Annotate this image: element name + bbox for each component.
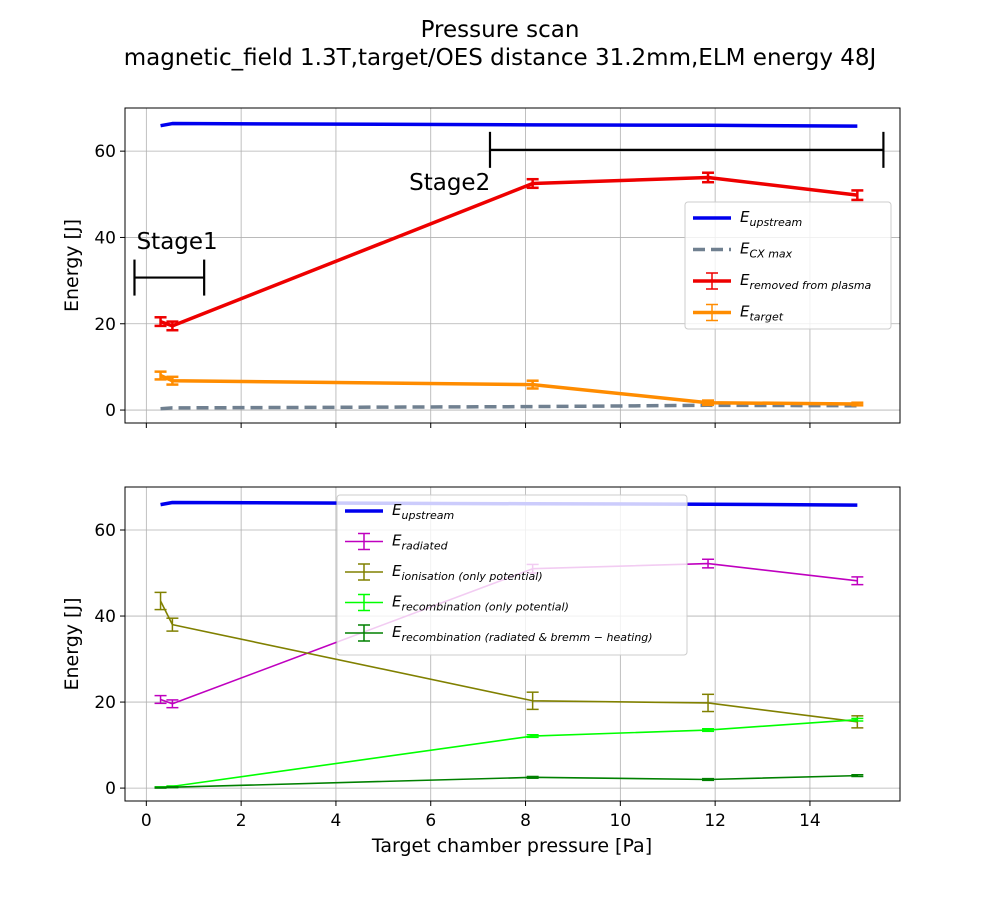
legend-label: Etarget <box>740 303 784 324</box>
x-tick-label: 8 <box>520 811 531 831</box>
legend-item-cxmax: ECX max <box>693 240 793 261</box>
y-tick-label: 20 <box>94 693 116 713</box>
figure-title-line2: magnetic_field 1.3T,target/OES distance … <box>124 45 877 71</box>
x-tick-label: 14 <box>799 811 821 831</box>
legend-label: Erecombination (only potential) <box>392 593 569 614</box>
y-tick-label: 0 <box>105 401 116 421</box>
legend-item-upstream: Eupstream <box>693 208 802 229</box>
legend-item-removed: Eremoved from plasma <box>693 271 872 292</box>
y-tick-label: 20 <box>94 315 116 335</box>
axes-frame <box>124 107 901 424</box>
series-removed <box>154 171 864 332</box>
legend-label: Erecombination (radiated & bremm − heati… <box>392 623 653 644</box>
legend-frame <box>684 201 892 330</box>
top-energy-panel: 0 20 40 60 Energy [J] Stage1 Stage2 Eupstream EC… <box>61 107 901 428</box>
x-tick-label: 0 <box>141 811 152 831</box>
legend-item-radiated: Eradiated <box>345 532 449 553</box>
series-line-upstream <box>160 121 858 128</box>
series-line-recomb_pot <box>160 718 858 789</box>
annotation-stage2: Stage2 <box>409 131 885 196</box>
series-recomb_rad <box>154 774 864 789</box>
legend-label: Eradiated <box>392 532 449 553</box>
axes-frame <box>124 486 901 802</box>
y-tick-label: 60 <box>94 142 116 162</box>
y-tick-label: 60 <box>94 521 116 541</box>
stage-label: Stage1 <box>137 229 218 255</box>
legend-label: Eupstream <box>392 501 454 522</box>
legend-item-ionisation: Eionisation (only potential) <box>345 562 543 583</box>
annotation-stage1: Stage1 <box>133 229 218 296</box>
series-upstream <box>160 121 858 128</box>
series-ionisation <box>154 591 864 729</box>
series-line-target <box>159 373 858 406</box>
y-axis-label: Energy [J] <box>61 219 83 312</box>
legend-item-recomb_pot: Erecombination (only potential) <box>345 593 569 614</box>
legend: Eupstream Eradiated Eionisation (only pote… <box>336 494 688 656</box>
y-tick-label: 0 <box>105 779 116 799</box>
legend-label: Eremoved from plasma <box>740 271 872 292</box>
legend-frame <box>336 494 688 656</box>
bottom-energy-panel: 0 2 4 6 8 10 12 14 0 20 40 60 Energy [J] Eupstream Era… <box>61 486 901 831</box>
x-tick-label: 10 <box>610 811 632 831</box>
legend-item-upstream2: Eupstream <box>345 501 454 522</box>
legend-label: ECX max <box>740 240 793 261</box>
x-tick-label: 4 <box>331 811 342 831</box>
series-line-cxmax <box>160 403 858 411</box>
x-tick-label: 12 <box>704 811 726 831</box>
y-tick-label: 40 <box>94 607 116 627</box>
legend-label: Eupstream <box>740 208 802 229</box>
stage-label: Stage2 <box>409 170 490 196</box>
legend-label: Eionisation (only potential) <box>392 562 543 583</box>
series-line-recomb_rad <box>160 774 858 789</box>
figure-title-line1: Pressure scan <box>421 17 580 43</box>
series-cxmax <box>160 403 858 411</box>
y-axis-label: Energy [J] <box>61 598 83 691</box>
legend: Eupstream ECX max Eremoved from plasma Etar… <box>684 201 892 330</box>
x-tick-label: 6 <box>425 811 436 831</box>
legend-item-target: Etarget <box>693 303 784 324</box>
series-target <box>154 370 864 407</box>
legend-item-recomb_rad: Erecombination (radiated & bremm − heati… <box>345 623 653 644</box>
x-tick-label: 2 <box>236 811 247 831</box>
x-axis-label: Target chamber pressure [Pa] <box>371 835 652 857</box>
y-tick-label: 40 <box>94 228 116 248</box>
